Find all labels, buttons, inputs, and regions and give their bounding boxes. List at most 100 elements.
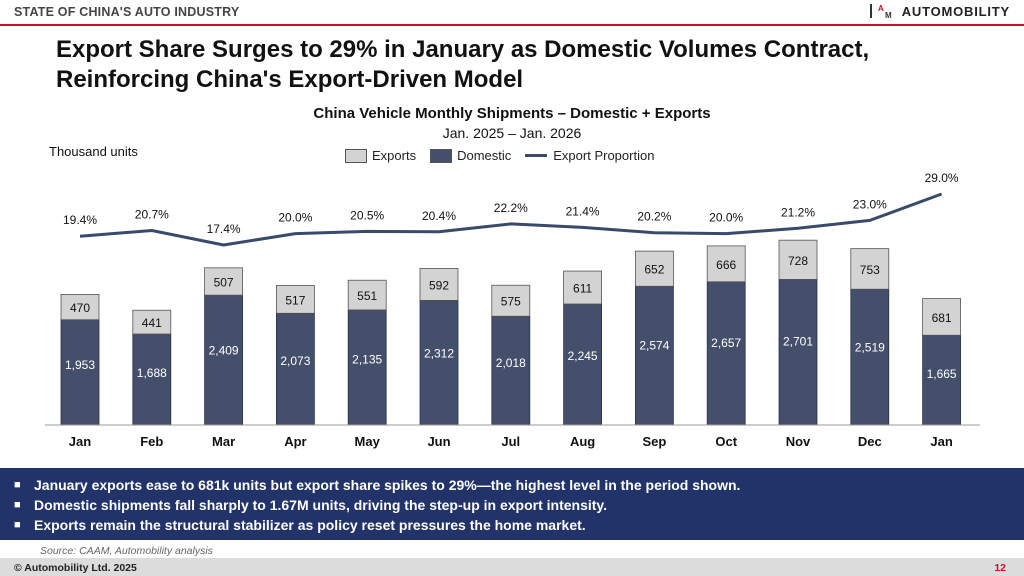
data-label-exports: 470 <box>70 301 90 315</box>
data-label-proportion: 21.4% <box>566 204 600 218</box>
data-label-domestic: 2,657 <box>711 336 741 350</box>
takeaway-text: Exports remain the structural stabilizer… <box>34 517 586 533</box>
bar-domestic <box>275 312 315 426</box>
data-label-proportion: 20.5% <box>350 208 384 222</box>
bar-exports <box>922 298 961 336</box>
chart-legend: Exports Domestic Export Proportion <box>345 148 668 163</box>
x-tick-label: Oct <box>715 434 737 449</box>
bar-domestic <box>563 303 602 426</box>
data-label-proportion: 20.0% <box>709 211 743 225</box>
bar-domestic <box>132 333 172 426</box>
legend-swatch-proportion <box>525 154 548 157</box>
data-label-domestic: 2,701 <box>783 335 813 349</box>
x-tick-label: Mar <box>212 434 235 449</box>
bar-exports <box>204 267 244 296</box>
bar-exports <box>419 268 459 301</box>
data-label-exports: 575 <box>501 295 521 309</box>
bar-exports <box>132 309 172 335</box>
legend-item-domestic: Domestic <box>430 148 511 163</box>
header-rule <box>0 24 1024 26</box>
bar-exports <box>60 294 100 321</box>
data-label-domestic: 2,519 <box>855 340 885 354</box>
data-label-exports: 611 <box>573 282 592 296</box>
bar-domestic <box>60 319 100 426</box>
legend-item-exports: Exports <box>345 148 416 163</box>
data-label-proportion: 20.4% <box>422 209 456 223</box>
x-tick-label: Jan <box>69 434 91 449</box>
x-tick-label: Feb <box>140 434 163 449</box>
bar-domestic <box>491 315 531 426</box>
data-label-domestic: 2,018 <box>496 356 526 370</box>
x-tick-label: Sep <box>642 434 666 449</box>
bullet-marker-icon: ■ <box>14 499 21 511</box>
x-tick-label: Nov <box>786 434 811 449</box>
data-label-exports: 666 <box>716 258 736 272</box>
takeaway-text: Domestic shipments fall sharply to 1.67M… <box>34 497 608 513</box>
data-label-domestic: 1,665 <box>927 367 957 381</box>
section-label: STATE OF CHINA'S AUTO INDUSTRY <box>14 5 240 19</box>
data-label-exports: 517 <box>285 293 305 307</box>
data-label-domestic: 1,688 <box>137 366 167 380</box>
x-tick-label: Jun <box>427 434 450 449</box>
data-label-exports: 753 <box>860 263 880 277</box>
footer-bar <box>0 558 1024 576</box>
takeaway-item: ■ January exports ease to 681k units but… <box>14 475 1024 495</box>
data-label-domestic: 2,245 <box>568 349 598 363</box>
data-label-domestic: 1,953 <box>65 358 95 372</box>
data-label-proportion: 21.2% <box>781 205 815 219</box>
copyright: © Automobility Ltd. 2025 <box>14 562 137 574</box>
bar-domestic <box>419 299 459 426</box>
legend-swatch-exports <box>345 148 367 163</box>
x-tick-label: May <box>355 434 381 449</box>
data-label-domestic: 2,135 <box>352 352 382 366</box>
takeaway-item: ■ Exports remain the structural stabiliz… <box>14 515 1024 535</box>
y-unit-label: Thousand units <box>49 144 138 159</box>
key-takeaways: ■ January exports ease to 681k units but… <box>0 468 1024 540</box>
brand: A M AUTOMOBILITY <box>869 3 1010 19</box>
data-label-exports: 681 <box>932 311 952 325</box>
data-label-exports: 551 <box>357 289 377 303</box>
bullet-marker-icon: ■ <box>14 479 21 491</box>
svg-text:A: A <box>878 4 884 13</box>
bar-exports <box>275 284 315 314</box>
legend-label-exports: Exports <box>372 148 417 163</box>
data-label-proportion: 20.2% <box>637 210 671 224</box>
x-tick-label: Jan <box>930 434 952 449</box>
bar-domestic <box>347 309 387 426</box>
data-label-proportion: 20.7% <box>135 207 169 221</box>
bar-exports <box>491 284 531 317</box>
x-tick-label: Aug <box>570 434 595 449</box>
data-label-exports: 652 <box>644 263 664 277</box>
data-label-proportion: 17.4% <box>207 222 241 236</box>
brand-name: AUTOMOBILITY <box>901 3 1010 19</box>
data-label-domestic: 2,574 <box>639 339 669 353</box>
brand-divider <box>869 4 872 18</box>
bar-domestic <box>922 334 961 426</box>
data-label-proportion: 23.0% <box>853 197 887 211</box>
data-label-proportion: 19.4% <box>63 213 97 227</box>
data-label-exports: 728 <box>788 254 808 268</box>
data-label-proportion: 20.0% <box>278 211 312 225</box>
data-label-exports: 441 <box>142 316 162 330</box>
page-title: Export Share Surges to 29% in January as… <box>56 36 870 93</box>
data-label-proportion: 22.2% <box>494 201 528 215</box>
automobility-logo-icon: A M <box>878 4 892 19</box>
bar-domestic <box>778 279 818 426</box>
bar-domestic <box>706 281 746 426</box>
takeaway-item: ■ Domestic shipments fall sharply to 1.6… <box>14 495 1024 515</box>
data-label-exports: 592 <box>429 278 449 292</box>
x-tick-label: Dec <box>858 434 882 449</box>
bar-exports <box>563 270 602 305</box>
x-tick-label: Jul <box>501 434 520 449</box>
bar-exports <box>635 250 674 287</box>
chart-subtitle: Jan. 2025 – Jan. 2026 <box>442 125 582 141</box>
x-tick-label: Apr <box>284 434 306 449</box>
bar-exports <box>347 279 387 311</box>
page-number: 12 <box>994 562 1006 574</box>
bullet-marker-icon: ■ <box>14 519 21 531</box>
data-label-domestic: 2,073 <box>280 354 310 368</box>
legend-item-proportion: Export Proportion <box>525 148 654 163</box>
legend-label-proportion: Export Proportion <box>553 148 655 163</box>
bar-exports <box>850 248 890 290</box>
source-note: Source: CAAM, Automobility analysis <box>40 545 213 557</box>
